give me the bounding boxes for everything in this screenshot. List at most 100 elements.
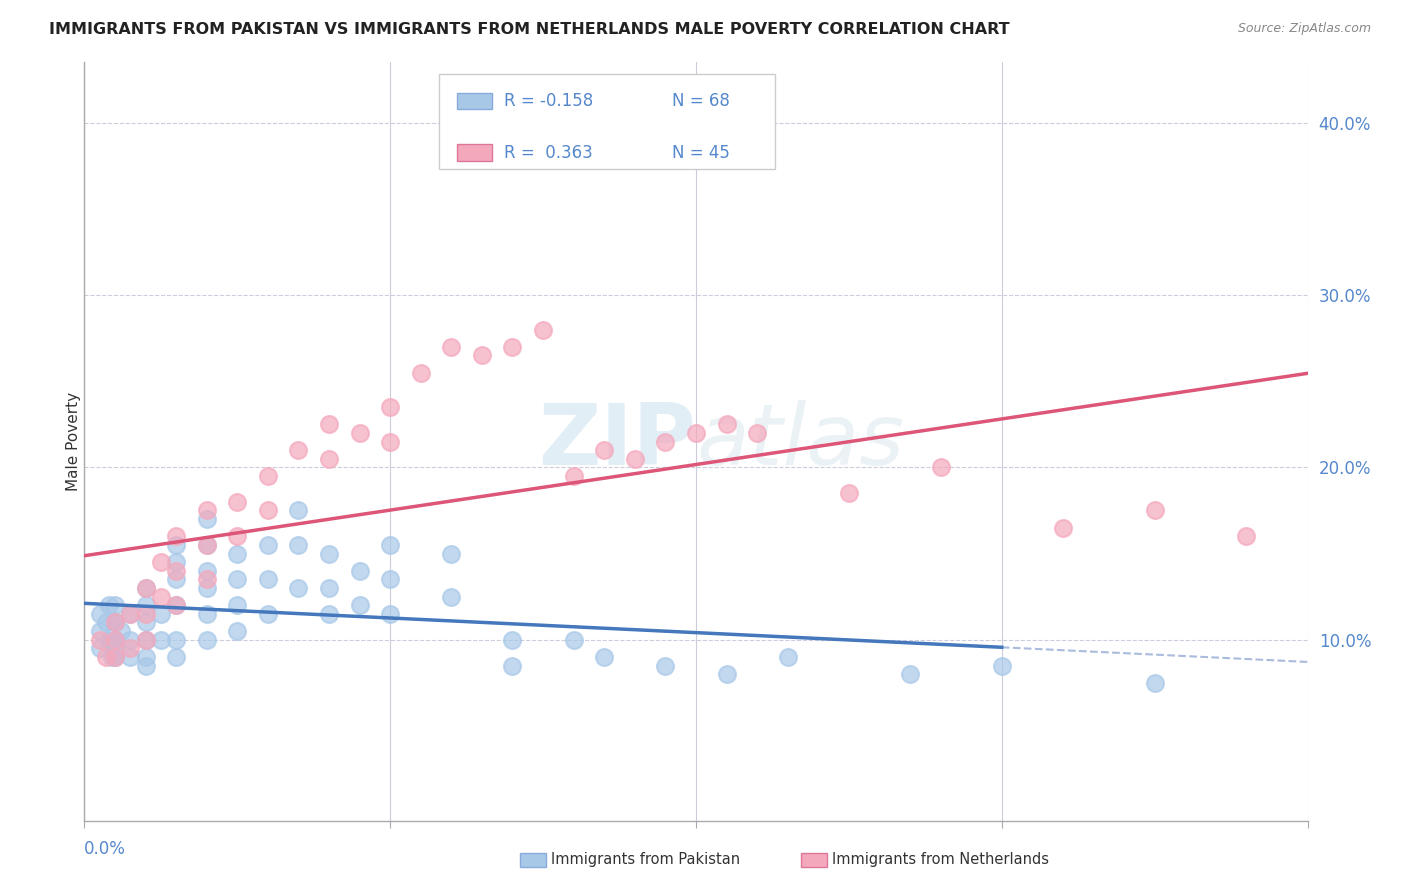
- Point: [380, 434, 402, 449]
- Point: [165, 632, 187, 647]
- Point: [89, 632, 111, 647]
- Bar: [457, 145, 492, 161]
- Point: [776, 649, 799, 664]
- Point: [1052, 521, 1074, 535]
- Point: [409, 366, 432, 380]
- Point: [195, 573, 218, 587]
- Point: [149, 632, 172, 647]
- Point: [318, 607, 340, 621]
- Point: [195, 564, 218, 578]
- Point: [318, 417, 340, 432]
- Point: [165, 599, 187, 613]
- Point: [716, 417, 738, 432]
- Point: [318, 547, 340, 561]
- Point: [94, 615, 117, 630]
- Point: [257, 469, 280, 483]
- Point: [135, 632, 157, 647]
- Bar: [457, 93, 492, 110]
- Point: [380, 607, 402, 621]
- Point: [440, 547, 463, 561]
- Y-axis label: Male Poverty: Male Poverty: [66, 392, 80, 491]
- Point: [1143, 503, 1166, 517]
- Point: [318, 451, 340, 466]
- Text: atlas: atlas: [696, 400, 904, 483]
- Point: [165, 649, 187, 664]
- Point: [593, 649, 616, 664]
- Point: [471, 348, 494, 362]
- Text: 0.0%: 0.0%: [84, 839, 127, 857]
- Point: [349, 599, 371, 613]
- Text: N = 68: N = 68: [672, 92, 730, 110]
- Point: [624, 451, 647, 466]
- Point: [165, 599, 187, 613]
- Point: [101, 649, 124, 664]
- Point: [502, 632, 524, 647]
- Point: [120, 607, 142, 621]
- Point: [195, 512, 218, 526]
- Point: [380, 538, 402, 552]
- Point: [502, 658, 524, 673]
- Point: [1236, 529, 1258, 543]
- Text: Immigrants from Pakistan: Immigrants from Pakistan: [551, 853, 741, 867]
- Point: [716, 667, 738, 681]
- Point: [104, 641, 127, 656]
- Point: [257, 538, 280, 552]
- Point: [257, 503, 280, 517]
- Point: [226, 547, 249, 561]
- Point: [94, 649, 117, 664]
- Point: [97, 599, 120, 613]
- Point: [440, 590, 463, 604]
- Point: [195, 538, 218, 552]
- Point: [104, 632, 127, 647]
- Text: ZIP: ZIP: [538, 400, 696, 483]
- Point: [287, 581, 309, 595]
- Point: [149, 590, 172, 604]
- Point: [593, 443, 616, 458]
- Point: [195, 607, 218, 621]
- Point: [165, 538, 187, 552]
- Point: [562, 632, 585, 647]
- Point: [898, 667, 921, 681]
- Point: [135, 581, 157, 595]
- Point: [165, 555, 187, 569]
- Point: [149, 607, 172, 621]
- Point: [654, 434, 676, 449]
- Point: [120, 649, 142, 664]
- Point: [226, 529, 249, 543]
- Point: [135, 632, 157, 647]
- Point: [104, 615, 127, 630]
- Point: [349, 425, 371, 440]
- Point: [226, 495, 249, 509]
- Point: [195, 538, 218, 552]
- Point: [135, 649, 157, 664]
- Point: [929, 460, 952, 475]
- Point: [502, 340, 524, 354]
- Point: [104, 615, 127, 630]
- Point: [257, 607, 280, 621]
- Point: [89, 641, 111, 656]
- Point: [195, 632, 218, 647]
- Point: [440, 340, 463, 354]
- Point: [531, 322, 554, 336]
- Point: [104, 632, 127, 647]
- Point: [287, 503, 309, 517]
- Text: N = 45: N = 45: [672, 144, 730, 161]
- FancyBboxPatch shape: [439, 74, 776, 169]
- Point: [89, 607, 111, 621]
- Point: [104, 632, 127, 647]
- Point: [257, 573, 280, 587]
- Point: [226, 624, 249, 639]
- Point: [135, 599, 157, 613]
- Point: [287, 443, 309, 458]
- Point: [104, 649, 127, 664]
- Text: Immigrants from Netherlands: Immigrants from Netherlands: [832, 853, 1049, 867]
- Point: [149, 555, 172, 569]
- Point: [120, 641, 142, 656]
- Point: [287, 538, 309, 552]
- Point: [685, 425, 707, 440]
- Point: [1143, 675, 1166, 690]
- Point: [135, 607, 157, 621]
- Point: [120, 632, 142, 647]
- Point: [349, 564, 371, 578]
- Point: [165, 564, 187, 578]
